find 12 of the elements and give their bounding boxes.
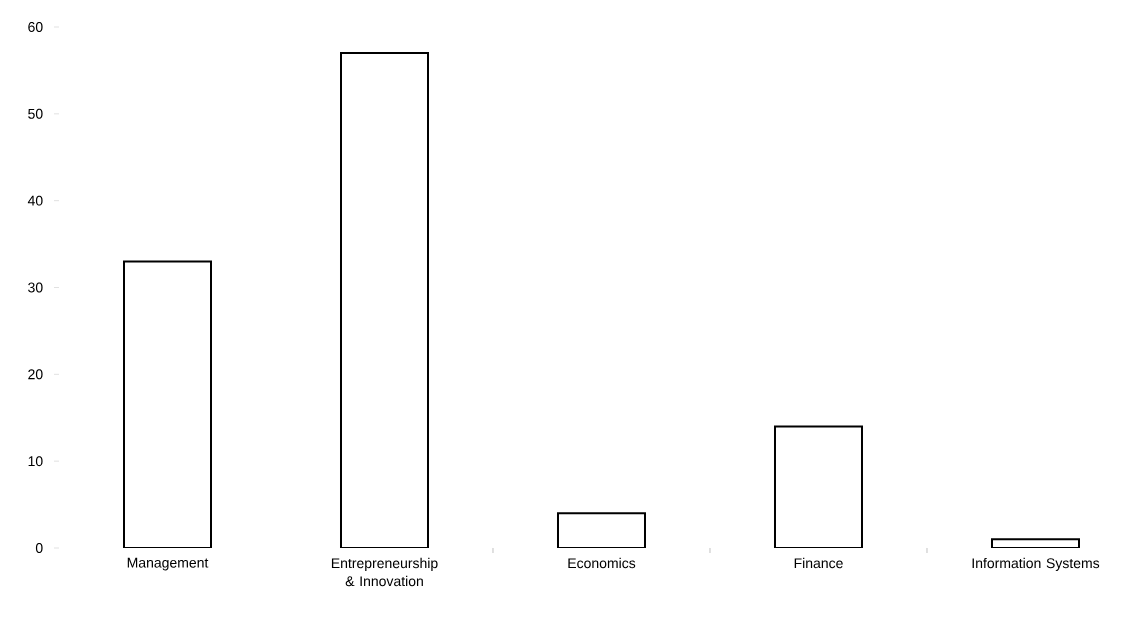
- y-tick-label: 10: [28, 456, 43, 467]
- x-tick-label: Entrepreneurship & Innovation: [331, 557, 438, 587]
- x-tick-label: Finance: [794, 557, 843, 569]
- x-tick-label: Economics: [568, 557, 636, 569]
- y-tick-label: 50: [28, 108, 43, 119]
- y-tick-label: 60: [28, 22, 43, 32]
- x-tick-label: Information Systems: [972, 557, 1100, 571]
- y-tick-label: 0: [35, 543, 43, 553]
- y-tick-label: 40: [27, 195, 43, 206]
- x-tick-label: Management: [127, 557, 209, 571]
- y-tick-label: 30: [28, 282, 43, 293]
- y-tick-label: 20: [28, 369, 43, 380]
